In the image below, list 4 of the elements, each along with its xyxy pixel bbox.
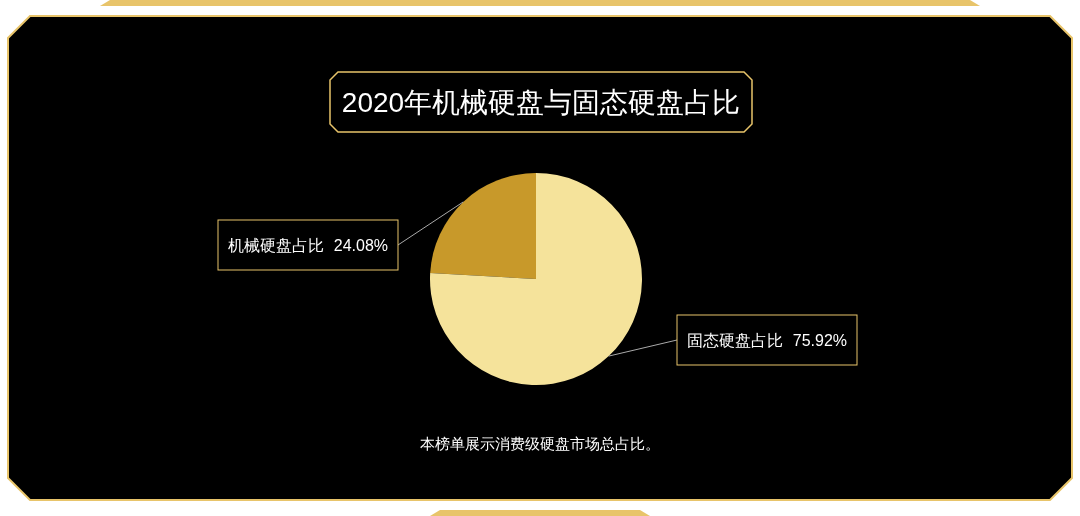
slice-label: 机械硬盘占比 bbox=[228, 237, 324, 254]
title: 2020年机械硬盘与固态硬盘占比 bbox=[341, 87, 741, 118]
text: 本榜单展示消费级硬盘市场总占比。 bbox=[420, 435, 660, 452]
slice-label: 固态硬盘占比 bbox=[687, 332, 783, 349]
